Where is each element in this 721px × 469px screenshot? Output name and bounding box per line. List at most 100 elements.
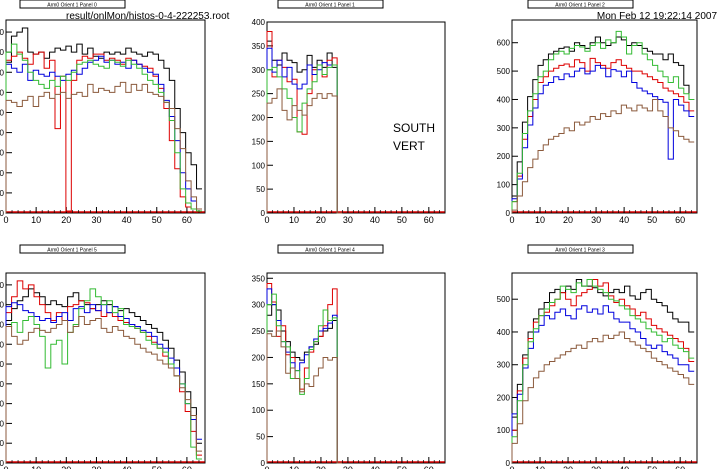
panel-2-ytick-label-100: 100 xyxy=(497,181,511,190)
panel-3-series-brown xyxy=(5,316,202,463)
panel-1-ytick-label-100: 100 xyxy=(252,161,266,170)
panel-3-ytick-label-250: 250 xyxy=(0,360,5,369)
panel-0-xtick-label-30: 30 xyxy=(91,215,101,225)
panel-3-ytick-label-150: 150 xyxy=(0,400,5,409)
panel-2-xtick-label-20: 20 xyxy=(563,215,573,225)
panel-4-xtick-label-20: 20 xyxy=(316,465,326,469)
panel-1-xtick-label-50: 50 xyxy=(397,215,407,225)
panel-1-ytick-label-150: 150 xyxy=(252,137,266,146)
panel-5-xtick-label-30: 30 xyxy=(591,465,601,469)
panel-3-ytick-label-400: 400 xyxy=(0,301,5,310)
file-path-label: result/onlMon/histos-0-4-222253.root xyxy=(66,11,230,22)
panel-4-xtick-label-50: 50 xyxy=(397,465,407,469)
panel-4-xtick-label-40: 40 xyxy=(370,465,380,469)
panel-1-xtick-label-0: 0 xyxy=(264,215,269,225)
panel-3-ytick-label-100: 100 xyxy=(0,419,5,428)
panel-0-ytick-label-300: 300 xyxy=(0,88,5,97)
panel-1-ytick-label-350: 350 xyxy=(252,42,266,51)
panel-4-xtick-label-30: 30 xyxy=(343,465,353,469)
panel-1-xtick-label-10: 10 xyxy=(289,215,299,225)
panel-4-xtick-label-60: 60 xyxy=(424,465,434,469)
panel-0-ytick-label-100: 100 xyxy=(0,169,5,178)
panel-2-xtick-label-40: 40 xyxy=(619,215,629,225)
panel-3-ytick-label-300: 300 xyxy=(0,340,5,349)
panel-5-ytick-label-0: 0 xyxy=(506,459,511,468)
panel-4-ytick-label-150: 150 xyxy=(252,380,266,389)
panel-2-title: Arm0 Orient 1 Panel 2 xyxy=(555,3,605,9)
panel-2-ytick-label-0: 0 xyxy=(506,209,511,218)
panel-0-title-box xyxy=(19,0,126,9)
panel-3-series-red xyxy=(5,280,202,463)
panel-5-ytick-label-400: 400 xyxy=(497,328,511,337)
panel-0-ytick-label-400: 400 xyxy=(0,48,5,57)
panel-3-ytick-label-200: 200 xyxy=(0,380,5,389)
panel-4-series-green xyxy=(266,293,342,464)
panel-1-xtick-label-20: 20 xyxy=(316,215,326,225)
panel-2-xtick-label-60: 60 xyxy=(675,215,685,225)
panel-2-xtick-label-30: 30 xyxy=(591,215,601,225)
panel-4-ytick-label-200: 200 xyxy=(252,353,266,362)
panel-4-ytick-label-100: 100 xyxy=(252,406,266,415)
panel-5-xtick-label-60: 60 xyxy=(675,465,685,469)
panel-1-ytick-label-200: 200 xyxy=(252,114,266,123)
panel-1-series-blue xyxy=(266,47,343,214)
panel-4-ytick-label-350: 350 xyxy=(252,274,266,283)
panel-0-ytick-label-200: 200 xyxy=(0,129,5,138)
panel-5-ytick-label-200: 200 xyxy=(497,393,511,402)
panel-5-xtick-label-20: 20 xyxy=(563,465,573,469)
panel-0-xtick-label-0: 0 xyxy=(3,215,8,225)
panel-4-series-brown xyxy=(266,330,342,464)
panel-3-xtick-label-50: 50 xyxy=(152,465,162,469)
panel-4-ytick-label-300: 300 xyxy=(252,301,266,310)
panel-3-xtick-label-40: 40 xyxy=(122,465,132,469)
panel-5-title: Arm0 Orient 1 Panel 3 xyxy=(555,248,605,254)
panel-3-xtick-label-60: 60 xyxy=(182,465,192,469)
panel-2-ytick-label-300: 300 xyxy=(497,124,511,133)
panel-5-xtick-label-10: 10 xyxy=(535,465,545,469)
panel-1-xtick-label-60: 60 xyxy=(424,215,434,225)
panel-0-ytick-label-50: 50 xyxy=(0,189,5,198)
panel-4-ytick-label-250: 250 xyxy=(252,327,266,336)
panel-4-xtick-label-10: 10 xyxy=(289,465,299,469)
panel-5-xtick-label-40: 40 xyxy=(619,465,629,469)
panel-1-title: Arm0 Orient 1 Panel 1 xyxy=(305,3,355,9)
panel-5-series-blue xyxy=(511,305,695,463)
panel-1-title-box xyxy=(277,0,384,9)
panel-0-series-blue xyxy=(5,55,202,213)
panel-0-xtick-label-20: 20 xyxy=(61,215,71,225)
panel-5-series-green xyxy=(511,279,695,463)
panel-1-xtick-label-40: 40 xyxy=(370,215,380,225)
annotation-south: SOUTH xyxy=(393,121,435,135)
panel-0-ytick-label-0: 0 xyxy=(0,209,5,218)
panel-2-xtick-label-50: 50 xyxy=(647,215,657,225)
panel-2-ytick-label-200: 200 xyxy=(497,152,511,161)
panel-0-xtick-label-50: 50 xyxy=(152,215,162,225)
panel-3-ytick-label-50: 50 xyxy=(0,439,5,448)
panel-3-series-green xyxy=(5,288,202,463)
panel-0-xtick-label-60: 60 xyxy=(182,215,192,225)
panel-5-frame xyxy=(511,272,698,464)
panel-2-series-green xyxy=(511,30,695,213)
panel-0-xtick-label-40: 40 xyxy=(122,215,132,225)
panel-0-series-brown xyxy=(5,81,202,213)
panel-2-frame xyxy=(511,19,698,214)
panel-1-ytick-label-400: 400 xyxy=(252,18,266,27)
panel-0-title: Arm0 Orient 1 Panel 0 xyxy=(47,3,97,9)
panel-1-ytick-label-0: 0 xyxy=(261,209,266,218)
panel-5-ytick-label-100: 100 xyxy=(497,426,511,435)
panel-2-series-brown xyxy=(511,98,695,213)
panel-3-title: Arm0 Orient 1 Panel 5 xyxy=(47,248,97,254)
panel-3-ytick-label-450: 450 xyxy=(0,281,5,290)
panel-2-xtick-label-10: 10 xyxy=(535,215,545,225)
panel-3-xtick-label-0: 0 xyxy=(3,465,8,469)
panel-1-ytick-label-300: 300 xyxy=(252,66,266,75)
panel-4-series-blue xyxy=(266,288,342,464)
timestamp-label: Mon Feb 12 19:22:14 2007 xyxy=(596,11,717,22)
panel-5-title-box xyxy=(527,244,634,254)
panel-2-series-red xyxy=(511,57,695,213)
panel-1-series-brown xyxy=(266,88,343,214)
panel-0-ytick-label-450: 450 xyxy=(0,28,5,37)
panel-1-xtick-label-30: 30 xyxy=(343,215,353,225)
panel-3-xtick-label-20: 20 xyxy=(61,465,71,469)
